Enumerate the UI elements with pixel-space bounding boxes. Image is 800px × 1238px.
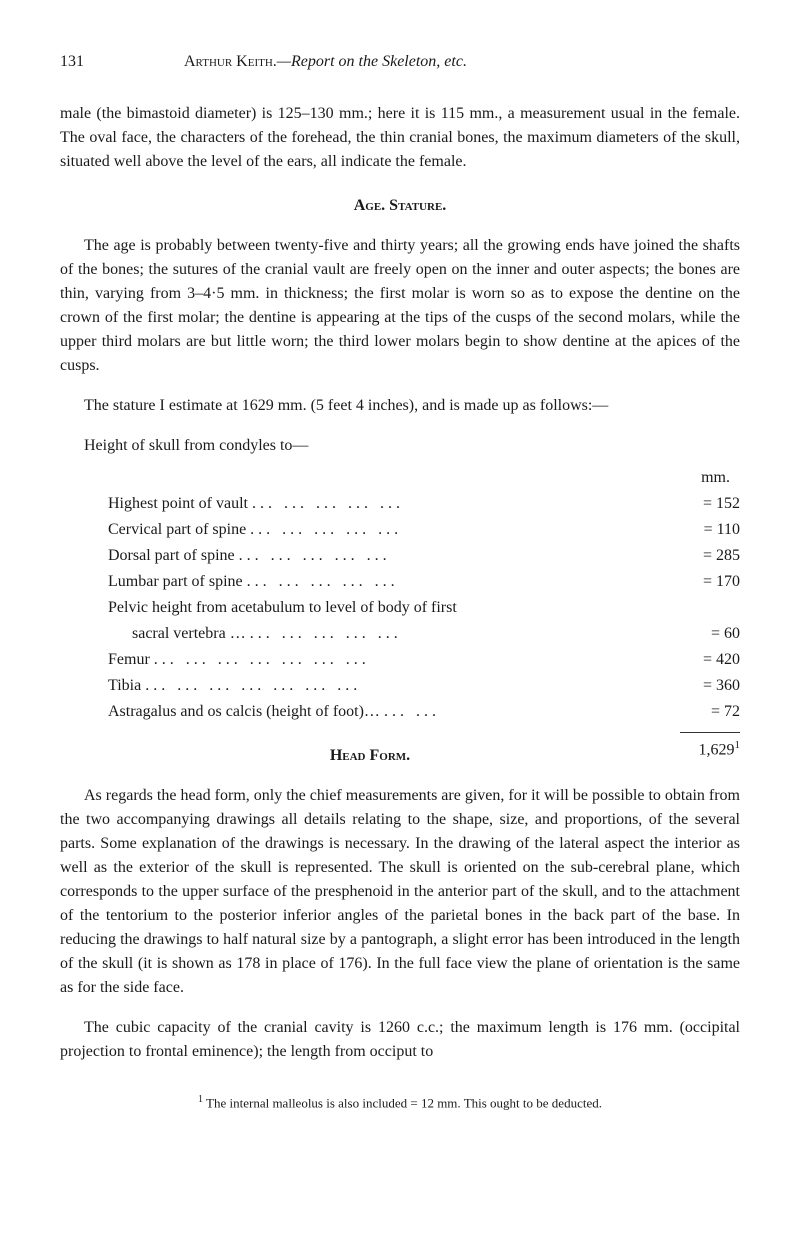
age-paragraph-1: The age is probably between twenty-five … bbox=[60, 234, 740, 378]
header-title: Arthur Keith.—Report on the Skeleton, et… bbox=[184, 50, 467, 74]
measurement-row-line1: Pelvic height from acetabulum to level o… bbox=[108, 596, 740, 620]
measurement-label-indent: sacral vertebra … bbox=[132, 622, 246, 646]
measurement-dots: ... ... ... ... ... bbox=[250, 518, 676, 542]
measurement-label: Femur bbox=[108, 648, 150, 672]
head-form-paragraph-1: As regards the head form, only the chief… bbox=[60, 784, 740, 1000]
head-form-paragraph-2: The cubic capacity of the cranial cavity… bbox=[60, 1016, 740, 1064]
report-title: —Report on the Skeleton, etc. bbox=[277, 53, 467, 70]
measurement-total: 1,6291 bbox=[680, 732, 740, 762]
measurement-row-line2: sacral vertebra … ... ... ... ... ... = … bbox=[108, 622, 740, 646]
measurement-value: = 420 bbox=[680, 648, 740, 672]
total-value: 1,629 bbox=[699, 741, 735, 758]
measurement-label: Dorsal part of spine bbox=[108, 544, 235, 568]
footnote-text: The internal malleolus is also included … bbox=[203, 1095, 602, 1110]
measurements-intro: Height of skull from condyles to— bbox=[84, 434, 740, 458]
measurement-row: Highest point of vault ... ... ... ... .… bbox=[108, 492, 740, 516]
author-name: Arthur Keith. bbox=[184, 53, 277, 70]
measurement-row: Tibia ... ... ... ... ... ... ... = 360 bbox=[108, 674, 740, 698]
measurement-row: Lumbar part of spine ... ... ... ... ...… bbox=[108, 570, 740, 594]
intro-paragraph: male (the bimastoid diameter) is 125–130… bbox=[60, 102, 740, 174]
measurement-dots: ... ... ... ... ... bbox=[247, 570, 676, 594]
measurement-dots: ... ... bbox=[384, 700, 676, 724]
measurement-dots: ... ... ... ... ... bbox=[239, 544, 676, 568]
measurement-unit: mm. bbox=[108, 466, 730, 490]
measurements-list: mm. Highest point of vault ... ... ... .… bbox=[108, 466, 740, 724]
measurement-value: = 170 bbox=[680, 570, 740, 594]
age-paragraph-2: The stature I estimate at 1629 mm. (5 fe… bbox=[60, 394, 740, 418]
measurement-dots: ... ... ... ... ... ... ... bbox=[154, 648, 676, 672]
measurement-label: Pelvic height from acetabulum to level o… bbox=[108, 596, 457, 620]
footnote: 1 The internal malleolus is also include… bbox=[60, 1092, 740, 1113]
measurement-row: Dorsal part of spine ... ... ... ... ...… bbox=[108, 544, 740, 568]
measurement-row: Femur ... ... ... ... ... ... ... = 420 bbox=[108, 648, 740, 672]
page-header: 131 Arthur Keith.—Report on the Skeleton… bbox=[60, 50, 740, 74]
measurement-value: = 72 bbox=[680, 700, 740, 724]
measurement-dots: ... ... ... ... ... bbox=[250, 622, 676, 646]
measurement-label: Highest point of vault bbox=[108, 492, 248, 516]
measurement-value: = 152 bbox=[680, 492, 740, 516]
measurement-value: = 285 bbox=[680, 544, 740, 568]
measurement-value: = 110 bbox=[680, 518, 740, 542]
measurement-row-multiline: Pelvic height from acetabulum to level o… bbox=[108, 596, 740, 646]
measurement-dots: ... ... ... ... ... bbox=[252, 492, 676, 516]
measurement-label: Tibia bbox=[108, 674, 141, 698]
head-form-heading: Head Form. bbox=[60, 744, 740, 768]
measurement-label: Astragalus and os calcis (height of foot… bbox=[108, 700, 380, 724]
measurement-dots: ... ... ... ... ... ... ... bbox=[145, 674, 676, 698]
measurement-label: Cervical part of spine bbox=[108, 518, 246, 542]
age-stature-heading: Age. Stature. bbox=[60, 194, 740, 218]
measurement-row: Cervical part of spine ... ... ... ... .… bbox=[108, 518, 740, 542]
measurement-value: = 360 bbox=[680, 674, 740, 698]
measurement-value: = 60 bbox=[680, 622, 740, 646]
measurement-row: Astragalus and os calcis (height of foot… bbox=[108, 700, 740, 724]
page-number: 131 bbox=[60, 50, 84, 74]
measurement-label: Lumbar part of spine bbox=[108, 570, 243, 594]
total-superscript: 1 bbox=[735, 739, 741, 751]
